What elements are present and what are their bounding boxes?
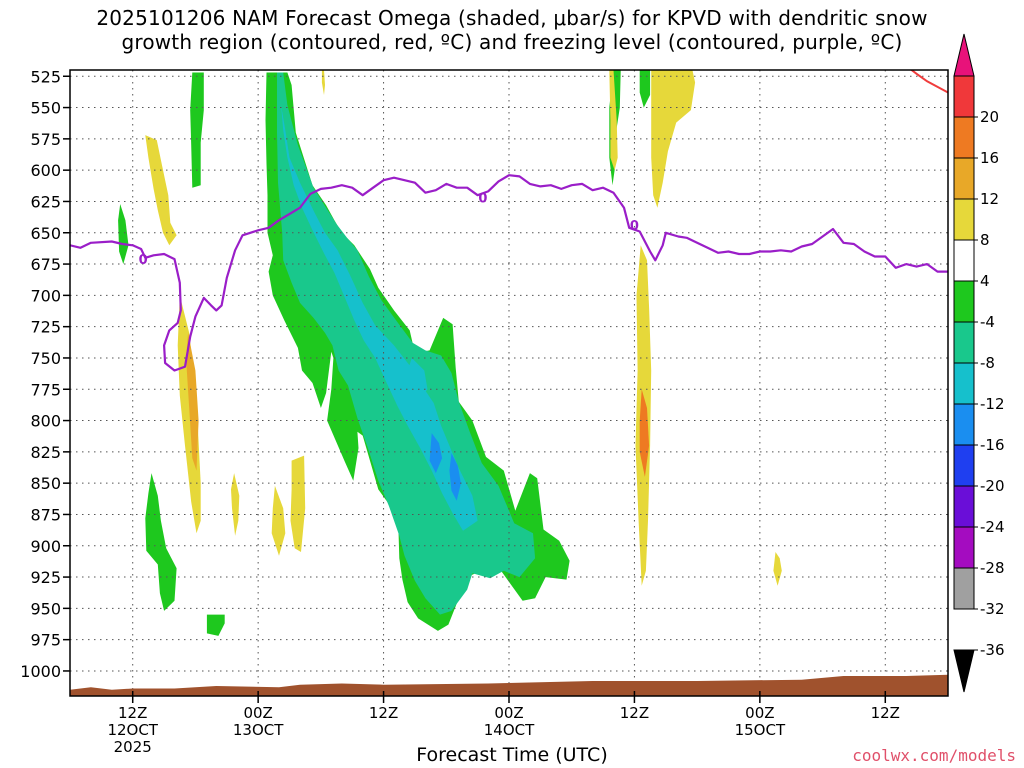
colorbar-label: -16 xyxy=(980,436,1005,454)
y-tick-label: 725 xyxy=(30,318,61,337)
omega-region xyxy=(145,135,177,246)
omega-region xyxy=(407,358,428,398)
y-tick-label: 1000 xyxy=(20,662,61,681)
y-tick-label: 950 xyxy=(30,599,61,618)
colorbar-bin xyxy=(953,444,975,487)
y-tick-label: 925 xyxy=(30,568,61,587)
terrain-layer xyxy=(70,674,948,696)
omega-region xyxy=(651,70,696,208)
omega-region xyxy=(145,473,177,611)
y-tick-label: 600 xyxy=(30,161,61,180)
omega-shading xyxy=(118,70,782,636)
freezing-level-label: 0 xyxy=(139,253,148,268)
colorbar-bin xyxy=(953,280,975,323)
colorbar-bin xyxy=(953,198,975,241)
colorbar-label: -32 xyxy=(980,600,1005,618)
colorbar-label: -12 xyxy=(980,395,1005,413)
y-tick-label: 675 xyxy=(30,255,61,274)
omega-region xyxy=(231,473,240,536)
colorbar-bin xyxy=(953,239,975,282)
x-tick-label: 12Z xyxy=(369,704,398,722)
x-tick-label: 12Z xyxy=(118,704,147,722)
freezing-level-contour xyxy=(70,174,948,372)
colorbar-bin xyxy=(953,116,975,159)
colorbar-label: -4 xyxy=(980,313,995,331)
colorbar-label: -24 xyxy=(980,518,1005,536)
omega-region xyxy=(190,72,204,188)
y-tick-label: 850 xyxy=(30,474,61,493)
colorbar-bottom-triangle xyxy=(953,649,975,693)
x-tick-label: 13OCT xyxy=(233,721,284,739)
omega-region xyxy=(277,72,536,615)
colorbar-label: 20 xyxy=(980,108,999,126)
colorbar-top-triangle xyxy=(953,33,975,77)
omega-region xyxy=(186,332,199,471)
colorbar-bin xyxy=(953,567,975,610)
colorbar-label: 12 xyxy=(980,190,999,208)
y-tick-label: 575 xyxy=(30,130,61,149)
grid-lines xyxy=(70,70,948,696)
y-tick-label: 650 xyxy=(30,224,61,243)
colorbar-bin xyxy=(953,157,975,200)
freezing-level-label: 0 xyxy=(478,192,487,207)
colorbar-bin xyxy=(953,321,975,364)
colorbar-bin xyxy=(953,75,975,118)
colorbar-label: -36 xyxy=(980,641,1005,659)
y-tick-label: 875 xyxy=(30,505,61,524)
omega-region xyxy=(609,70,618,171)
colorbar: 20 16 12 8 4 -4 -8 -12 -16 -20 -24 -28 -32 -36 xyxy=(953,33,1005,693)
x-tick-label: 2025 xyxy=(114,738,152,756)
chart-title: 2025101206 NAM Forecast Omega (shaded, μ… xyxy=(0,6,1024,54)
y-tick-label: 625 xyxy=(30,192,61,211)
x-tick-label: 00Z xyxy=(243,704,272,722)
colorbar-bin xyxy=(953,403,975,446)
omega-region xyxy=(271,485,286,556)
omega-region xyxy=(639,70,651,108)
y-tick-label: 975 xyxy=(30,631,61,650)
y-tick-label: 700 xyxy=(30,286,61,305)
y-tick-label: 825 xyxy=(30,443,61,462)
omega-region xyxy=(429,433,443,474)
credit-link[interactable]: coolwx.com/models xyxy=(852,746,1016,765)
freezing-level-label: 0 xyxy=(630,219,639,234)
y-tick-label: 775 xyxy=(30,380,61,399)
y-tick-label: 525 xyxy=(30,67,61,86)
omega-region xyxy=(206,614,225,636)
x-tick-label: 00Z xyxy=(494,704,523,722)
x-tick-label: 14OCT xyxy=(484,721,535,739)
y-tick-label: 550 xyxy=(30,99,61,118)
x-tick-label: 12Z xyxy=(620,704,649,722)
omega-region xyxy=(290,455,306,552)
colorbar-label: 8 xyxy=(980,231,990,249)
colorbar-label: -28 xyxy=(980,559,1005,577)
x-tick-label: 15OCT xyxy=(735,721,786,739)
x-axis-label: Forecast Time (UTC) xyxy=(416,744,608,766)
omega-region xyxy=(773,552,782,586)
omega-region xyxy=(177,295,201,534)
colorbar-bin xyxy=(953,526,975,569)
x-tick-label: 12Z xyxy=(871,704,900,722)
y-axis: 525 550 575 600 625 650 675 700 725 750 775 800 825 8… xyxy=(20,67,70,681)
terrain-surface xyxy=(70,674,948,696)
omega-region xyxy=(118,204,129,265)
omega-region xyxy=(281,105,478,531)
chart-title-line-1: 2025101206 NAM Forecast Omega (shaded, μ… xyxy=(96,6,928,30)
colorbar-label: -20 xyxy=(980,477,1005,495)
x-tick-label: 12OCT xyxy=(107,721,158,739)
y-tick-label: 800 xyxy=(30,412,61,431)
colorbar-bin xyxy=(953,485,975,528)
colorbar-label: 4 xyxy=(980,272,990,290)
x-tick-label: 00Z xyxy=(745,704,774,722)
chart-title-line-2: growth region (contoured, red, ºC) and f… xyxy=(121,30,903,54)
colorbar-label: -8 xyxy=(980,354,995,372)
colorbar-bin xyxy=(953,362,975,405)
colorbar-label: 16 xyxy=(980,149,999,167)
y-tick-label: 750 xyxy=(30,349,61,368)
omega-region xyxy=(449,453,461,501)
y-tick-label: 900 xyxy=(30,537,61,556)
omega-region xyxy=(639,389,650,477)
